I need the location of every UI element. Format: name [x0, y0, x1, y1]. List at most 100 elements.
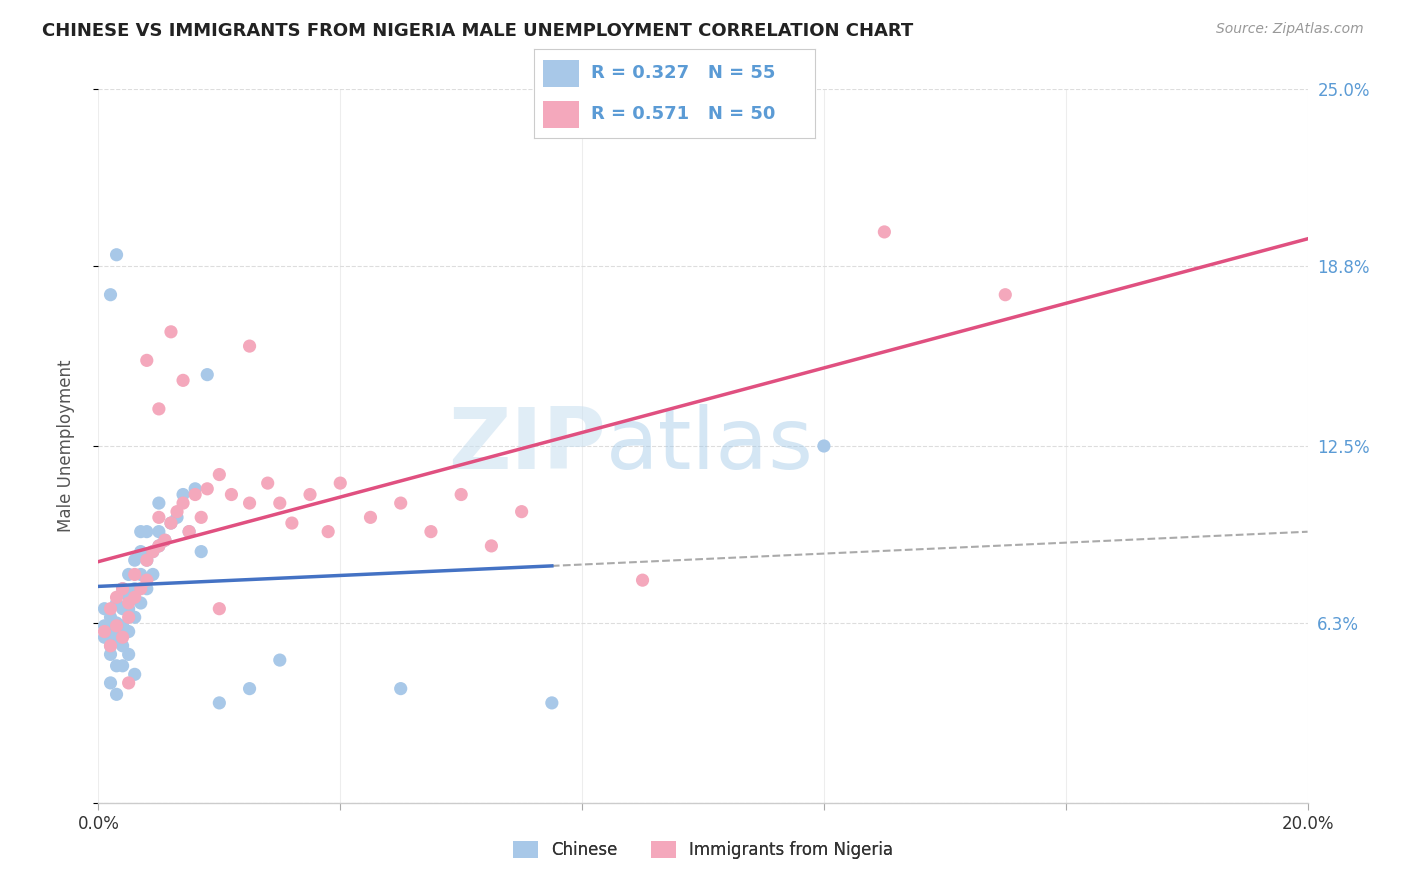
Point: [124, 667, 146, 681]
Point: [166, 510, 188, 524]
Point: [135, 353, 157, 368]
Point: [100, 676, 122, 690]
Point: [208, 601, 231, 615]
Point: [316, 524, 339, 539]
Point: [129, 567, 152, 582]
Point: [129, 524, 152, 539]
Point: [100, 610, 122, 624]
Point: [105, 615, 128, 630]
Point: [135, 524, 157, 539]
Point: [190, 510, 212, 524]
Point: [195, 368, 218, 382]
Point: [160, 516, 183, 530]
Point: [450, 487, 472, 501]
Point: [510, 505, 533, 519]
Point: [135, 553, 157, 567]
Point: [135, 573, 157, 587]
Point: [540, 696, 562, 710]
Point: [481, 539, 503, 553]
Point: [129, 544, 152, 558]
Point: [269, 653, 291, 667]
Text: atlas: atlas: [606, 404, 814, 488]
Point: [148, 510, 170, 524]
Point: [93, 630, 115, 644]
Text: R = 0.571   N = 50: R = 0.571 N = 50: [591, 105, 775, 123]
Point: [111, 630, 134, 644]
Point: [208, 467, 231, 482]
Point: [148, 539, 170, 553]
Point: [389, 681, 412, 696]
Point: [124, 591, 146, 605]
Y-axis label: Male Unemployment: Male Unemployment: [56, 359, 75, 533]
Point: [360, 510, 382, 524]
FancyBboxPatch shape: [543, 60, 579, 87]
Point: [118, 601, 141, 615]
Text: R = 0.327   N = 55: R = 0.327 N = 55: [591, 64, 775, 82]
Point: [111, 582, 134, 596]
Point: [239, 496, 262, 510]
FancyBboxPatch shape: [543, 101, 579, 128]
Point: [179, 524, 201, 539]
Point: [93, 601, 115, 615]
Point: [118, 591, 141, 605]
Point: [105, 687, 128, 701]
Text: CHINESE VS IMMIGRANTS FROM NIGERIA MALE UNEMPLOYMENT CORRELATION CHART: CHINESE VS IMMIGRANTS FROM NIGERIA MALE …: [42, 22, 914, 40]
Point: [269, 496, 291, 510]
Point: [239, 681, 262, 696]
Point: [100, 624, 122, 639]
Point: [111, 639, 134, 653]
Point: [124, 567, 146, 582]
Point: [93, 624, 115, 639]
Point: [994, 287, 1017, 301]
Point: [93, 619, 115, 633]
Text: ZIP: ZIP: [449, 404, 606, 488]
Point: [100, 639, 122, 653]
Point: [172, 373, 194, 387]
Point: [111, 619, 134, 633]
Point: [281, 516, 304, 530]
Point: [153, 533, 176, 548]
Point: [420, 524, 443, 539]
Point: [239, 339, 262, 353]
Point: [105, 596, 128, 610]
Point: [118, 610, 141, 624]
Point: [100, 601, 122, 615]
Point: [184, 487, 207, 501]
Point: [329, 476, 352, 491]
Point: [142, 544, 165, 558]
Point: [111, 582, 134, 596]
Point: [124, 582, 146, 596]
Point: [813, 439, 835, 453]
Legend: Chinese, Immigrants from Nigeria: Chinese, Immigrants from Nigeria: [506, 834, 900, 866]
Point: [129, 582, 152, 596]
Text: Source: ZipAtlas.com: Source: ZipAtlas.com: [1216, 22, 1364, 37]
Point: [105, 630, 128, 644]
Point: [105, 619, 128, 633]
Point: [105, 248, 128, 262]
Point: [166, 505, 188, 519]
Point: [100, 639, 122, 653]
Point: [118, 624, 141, 639]
Point: [299, 487, 322, 501]
Point: [148, 401, 170, 416]
Point: [111, 658, 134, 673]
Point: [111, 601, 134, 615]
Point: [118, 567, 141, 582]
Point: [148, 539, 170, 553]
Point: [105, 658, 128, 673]
Point: [142, 567, 165, 582]
Point: [148, 524, 170, 539]
Point: [190, 544, 212, 558]
Point: [148, 496, 170, 510]
Point: [208, 696, 231, 710]
Point: [100, 287, 122, 301]
Point: [160, 325, 183, 339]
Point: [221, 487, 243, 501]
Point: [389, 496, 412, 510]
Point: [153, 533, 176, 548]
Point: [118, 676, 141, 690]
Point: [100, 648, 122, 662]
Point: [124, 610, 146, 624]
Point: [135, 553, 157, 567]
Point: [873, 225, 896, 239]
